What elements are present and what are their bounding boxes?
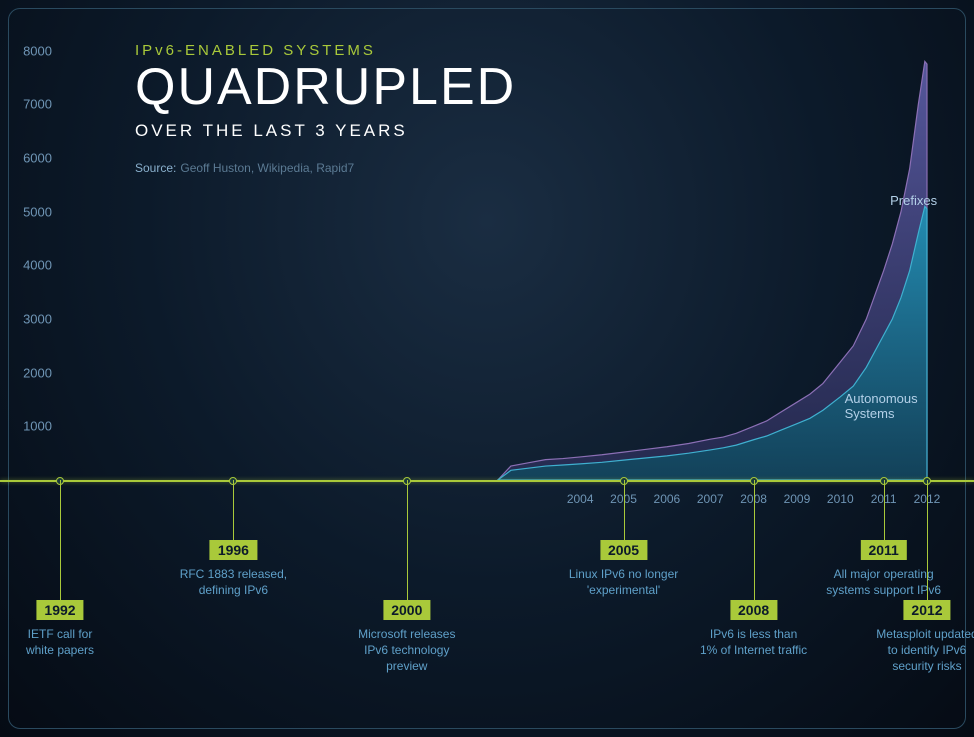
x-tick: 2009 bbox=[784, 492, 811, 506]
title-line2: OVER THE LAST 3 YEARS bbox=[135, 121, 516, 141]
event-year-box: 2012 bbox=[903, 600, 950, 620]
chart-title-block: IPv6-ENABLED SYSTEMS QUADRUPLED OVER THE… bbox=[135, 42, 516, 175]
x-tick: 2004 bbox=[567, 492, 594, 506]
source-label: Source: bbox=[135, 161, 176, 175]
event-text: IPv6 is less than1% of Internet traffic bbox=[679, 626, 829, 658]
event-text: IETF call forwhite papers bbox=[0, 626, 135, 658]
event-year-box: 1996 bbox=[210, 540, 257, 560]
event-year-box: 1992 bbox=[36, 600, 83, 620]
y-tick: 5000 bbox=[23, 204, 52, 219]
source-text: Geoff Huston, Wikipedia, Rapid7 bbox=[180, 161, 354, 175]
y-tick: 1000 bbox=[23, 419, 52, 434]
y-tick: 2000 bbox=[23, 365, 52, 380]
event-text: RFC 1883 released,defining IPv6 bbox=[158, 566, 308, 598]
series-label-autonomous: Autonomous Systems bbox=[845, 391, 940, 421]
title-line1: IPv6-ENABLED SYSTEMS bbox=[135, 42, 516, 59]
title-main: QUADRUPLED bbox=[135, 61, 516, 113]
event-text: Metasploit updatedto identify IPv6securi… bbox=[852, 626, 974, 675]
event-year-box: 2011 bbox=[860, 540, 906, 560]
y-tick: 4000 bbox=[23, 258, 52, 273]
y-tick: 8000 bbox=[23, 43, 52, 58]
x-axis-line bbox=[0, 480, 974, 482]
series-label-prefixes: Prefixes bbox=[890, 193, 937, 208]
event-year-box: 2005 bbox=[600, 540, 647, 560]
y-tick: 3000 bbox=[23, 312, 52, 327]
x-tick: 2007 bbox=[697, 492, 724, 506]
y-tick: 7000 bbox=[23, 97, 52, 112]
event-drop-line bbox=[884, 480, 885, 540]
event-drop-line bbox=[407, 480, 408, 600]
event-text: Linux IPv6 no longer'experimental' bbox=[549, 566, 699, 598]
event-text: All major operatingsystems support IPv6 bbox=[809, 566, 959, 598]
x-tick: 2006 bbox=[654, 492, 681, 506]
event-text: Microsoft releasesIPv6 technologypreview bbox=[332, 626, 482, 675]
event-drop-line bbox=[624, 480, 625, 540]
event-drop-line bbox=[754, 480, 755, 600]
x-tick: 2010 bbox=[827, 492, 854, 506]
y-tick: 6000 bbox=[23, 151, 52, 166]
event-drop-line bbox=[60, 480, 61, 600]
source-line: Source: Geoff Huston, Wikipedia, Rapid7 bbox=[135, 161, 516, 175]
event-year-box: 2000 bbox=[383, 600, 430, 620]
event-drop-line bbox=[927, 480, 928, 600]
event-drop-line bbox=[233, 480, 234, 540]
event-year-box: 2008 bbox=[730, 600, 777, 620]
